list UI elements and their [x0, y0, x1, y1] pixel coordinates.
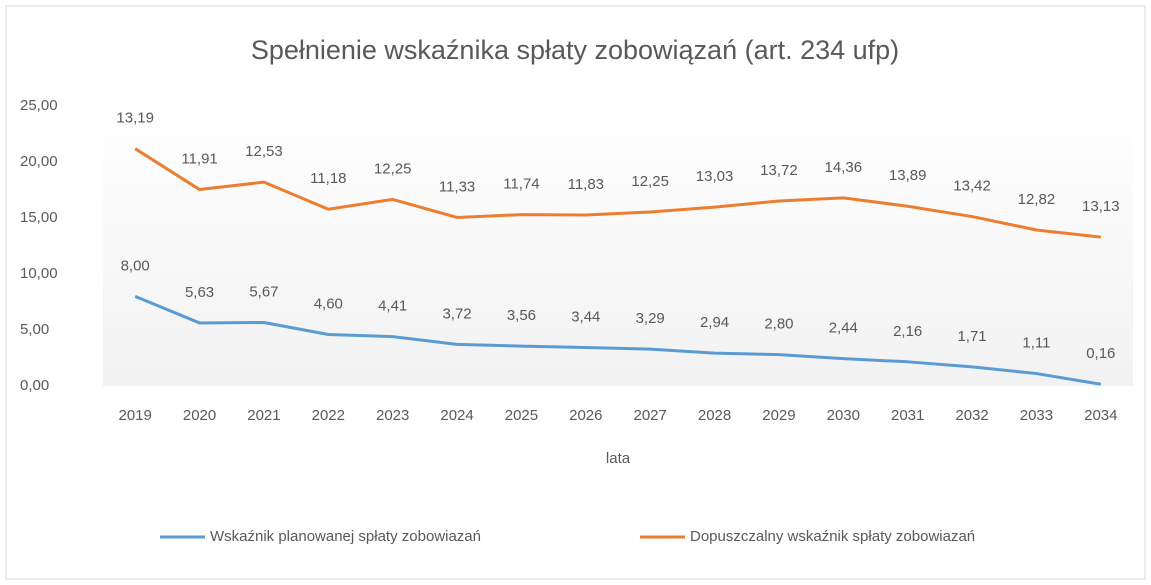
- x-tick-label: 2020: [183, 407, 216, 424]
- data-label: 12,25: [631, 173, 669, 190]
- data-label: 14,36: [825, 159, 863, 176]
- x-tick-label: 2021: [247, 407, 280, 424]
- data-label: 1,71: [957, 328, 986, 345]
- data-label: 2,80: [764, 316, 793, 333]
- data-label: 13,72: [760, 162, 798, 179]
- x-tick-label: 2025: [505, 407, 538, 424]
- data-label: 2,16: [893, 323, 922, 340]
- data-label: 11,33: [439, 178, 475, 195]
- data-label: 11,18: [310, 170, 346, 187]
- y-tick-label: 10,00: [20, 265, 58, 282]
- legend-label: Wskaźnik planowanej spłaty zobowiazań: [210, 528, 481, 545]
- data-label: 12,25: [374, 160, 412, 177]
- y-tick-label: 5,00: [20, 321, 49, 338]
- x-tick-label: 2030: [827, 407, 860, 424]
- data-label: 13,19: [116, 110, 154, 127]
- series-line: [134, 295, 1102, 386]
- x-tick-label: 2031: [891, 407, 924, 424]
- data-label: 12,53: [245, 143, 283, 160]
- x-axis-label: lata: [606, 450, 631, 467]
- x-tick-label: 2024: [440, 407, 473, 424]
- data-label: 13,89: [889, 167, 927, 184]
- data-label: 11,83: [568, 176, 604, 193]
- x-tick-label: 2027: [634, 407, 667, 424]
- x-tick-label: 2026: [569, 407, 602, 424]
- chart-title: Spełnienie wskaźnika spłaty zobowiązań (…: [251, 35, 899, 65]
- data-label: 5,67: [249, 283, 278, 300]
- data-label: 4,41: [378, 298, 407, 315]
- data-label: 3,72: [442, 305, 471, 322]
- data-label: 4,60: [314, 295, 343, 312]
- data-label: 3,44: [571, 308, 600, 325]
- x-tick-label: 2034: [1084, 407, 1117, 424]
- x-tick-label: 2019: [119, 407, 152, 424]
- x-tick-label: 2033: [1020, 407, 1053, 424]
- x-tick-label: 2032: [955, 407, 988, 424]
- data-label: 0,16: [1086, 345, 1115, 362]
- data-label: 11,91: [181, 151, 217, 168]
- y-tick-label: 0,00: [20, 377, 49, 394]
- data-label: 13,03: [696, 168, 734, 185]
- data-label: 13,13: [1082, 198, 1120, 215]
- data-label: 3,56: [507, 307, 536, 324]
- y-tick-label: 15,00: [20, 209, 58, 226]
- y-tick-label: 25,00: [20, 97, 58, 114]
- data-label: 8,00: [121, 257, 150, 274]
- data-label: 12,82: [1018, 191, 1056, 208]
- data-label: 1,11: [1022, 335, 1050, 352]
- y-tick-label: 20,00: [20, 153, 58, 170]
- data-label: 13,42: [953, 178, 991, 195]
- series-line: [134, 147, 1101, 239]
- data-label: 11,74: [503, 176, 539, 193]
- data-label: 2,94: [700, 314, 729, 331]
- data-label: 3,29: [636, 310, 665, 327]
- x-tick-label: 2023: [376, 407, 409, 424]
- x-tick-label: 2029: [762, 407, 795, 424]
- data-label: 5,63: [185, 284, 214, 301]
- plot-area: [103, 106, 1133, 386]
- data-label: 2,44: [829, 320, 858, 337]
- x-tick-label: 2028: [698, 407, 731, 424]
- legend-label: Dopuszczalny wskaźnik spłaty zobowiazań: [690, 528, 975, 545]
- x-tick-label: 2022: [312, 407, 345, 424]
